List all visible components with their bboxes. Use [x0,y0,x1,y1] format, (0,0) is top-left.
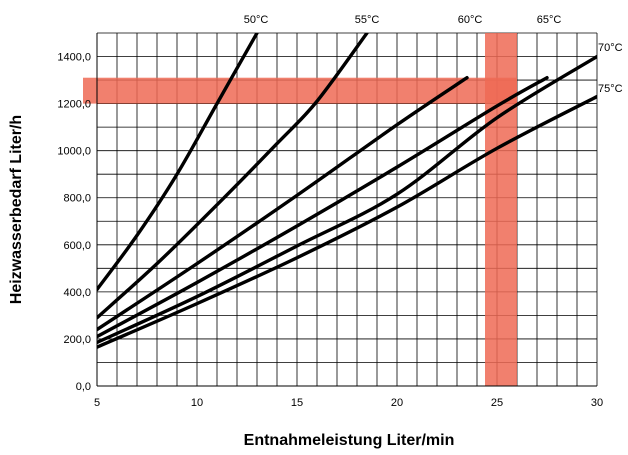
x-axis-title: Entnahmeleistung Liter/min [244,432,455,449]
series-label-5: 70°C [598,42,623,54]
series-label-1: 50°C [244,14,269,26]
y-tick-label: 600,0 [63,240,91,252]
series-labels: 50°C 55°C 60°C 65°C 70°C 75°C [244,14,623,95]
series-line-3 [97,76,469,332]
series-label-6: 75°C [598,83,623,95]
series-line-1 [97,33,259,292]
y-tick-label: 1400,0 [57,52,91,64]
x-tick-label: 15 [291,397,303,409]
series-line-5 [97,54,597,345]
x-tick-label: 10 [191,397,203,409]
series-line-2 [97,33,369,320]
series-label-4: 65°C [537,14,562,26]
y-tick-label: 1000,0 [57,146,91,158]
series-label-2: 55°C [355,14,380,26]
x-tick-label: 5 [94,397,100,409]
series-lines [97,33,597,349]
x-tick-label: 20 [391,397,403,409]
y-tick-label: 1200,0 [57,99,91,111]
x-tick-labels: 5 10 15 20 25 30 [94,397,603,409]
y-tick-label: 400,0 [63,287,91,299]
x-tick-label: 30 [591,397,603,409]
y-tick-label: 200,0 [63,334,91,346]
y-tick-labels: 0,0 200,0 400,0 600,0 800,0 1000,0 1200,0 1400,… [57,52,91,393]
axes [96,33,597,387]
highlight-band-horizontal [83,77,517,104]
x-tick-label: 25 [491,397,503,409]
series-line-4 [97,76,549,339]
y-tick-label: 0,0 [76,381,91,393]
series-label-3: 60°C [458,14,483,26]
y-axis-title: Heizwasserbedarf Liter/h [8,115,25,304]
series-line-6 [97,94,597,349]
y-tick-label: 800,0 [63,193,91,205]
highlight-band-vertical [485,33,517,386]
